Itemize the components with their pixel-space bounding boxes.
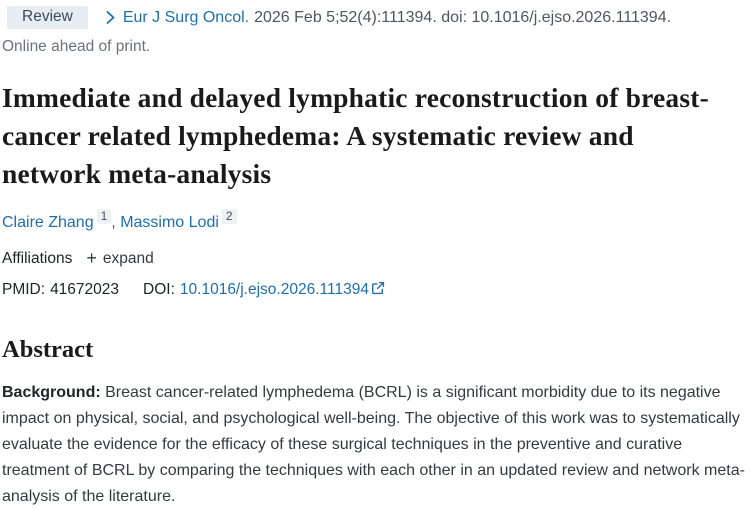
pmid-group: PMID: 41672023 xyxy=(2,281,119,299)
abstract-heading: Abstract xyxy=(2,336,94,363)
abstract-background-label: Background: xyxy=(2,384,101,401)
ahead-of-print-note: Online ahead of print. xyxy=(2,38,151,55)
pmid-label: PMID: xyxy=(2,280,46,298)
journal-link[interactable]: Eur J Surg Oncol. xyxy=(122,8,250,26)
publication-type-badge: Review xyxy=(7,6,88,29)
external-link-icon xyxy=(371,281,385,300)
affiliations-row: Affiliations + expand xyxy=(2,248,746,269)
article-title: Immediate and delayed lymphatic reconstr… xyxy=(2,82,709,189)
abstract-paragraph: Background: Breast cancer-related lymphe… xyxy=(2,380,746,510)
affiliation-superscript[interactable]: 1 xyxy=(96,209,112,224)
author-list: Claire Zhang 1, Massimo Lodi 2 xyxy=(2,209,746,232)
expand-affiliations-button[interactable]: + expand xyxy=(86,248,153,269)
pmid-value: 41672023 xyxy=(50,280,120,298)
author-separator: , xyxy=(111,214,121,231)
citation-header: Review Eur J Surg Oncol. 2026 Feb 5;52(4… xyxy=(2,6,746,29)
expand-label: expand xyxy=(102,249,154,267)
affiliation-superscript[interactable]: 2 xyxy=(221,209,237,224)
doi-group: DOI: 10.1016/j.ejso.2026.111394 xyxy=(143,280,385,299)
identifiers-row: PMID: 41672023 DOI: 10.1016/j.ejso.2026.1… xyxy=(2,280,746,299)
doi-link[interactable]: 10.1016/j.ejso.2026.111394 xyxy=(179,280,369,298)
citation-text: 2026 Feb 5;52(4):111394. doi: 10.1016/j.… xyxy=(254,8,672,26)
chevron-right-icon xyxy=(105,10,116,25)
author-link[interactable]: Massimo Lodi xyxy=(120,214,219,231)
affiliations-label: Affiliations xyxy=(2,249,73,267)
abstract-background-text: Breast cancer-related lymphedema (BCRL) … xyxy=(2,384,745,505)
author-link[interactable]: Claire Zhang xyxy=(2,214,94,231)
doi-label: DOI: xyxy=(143,280,175,298)
plus-icon: + xyxy=(86,248,97,268)
